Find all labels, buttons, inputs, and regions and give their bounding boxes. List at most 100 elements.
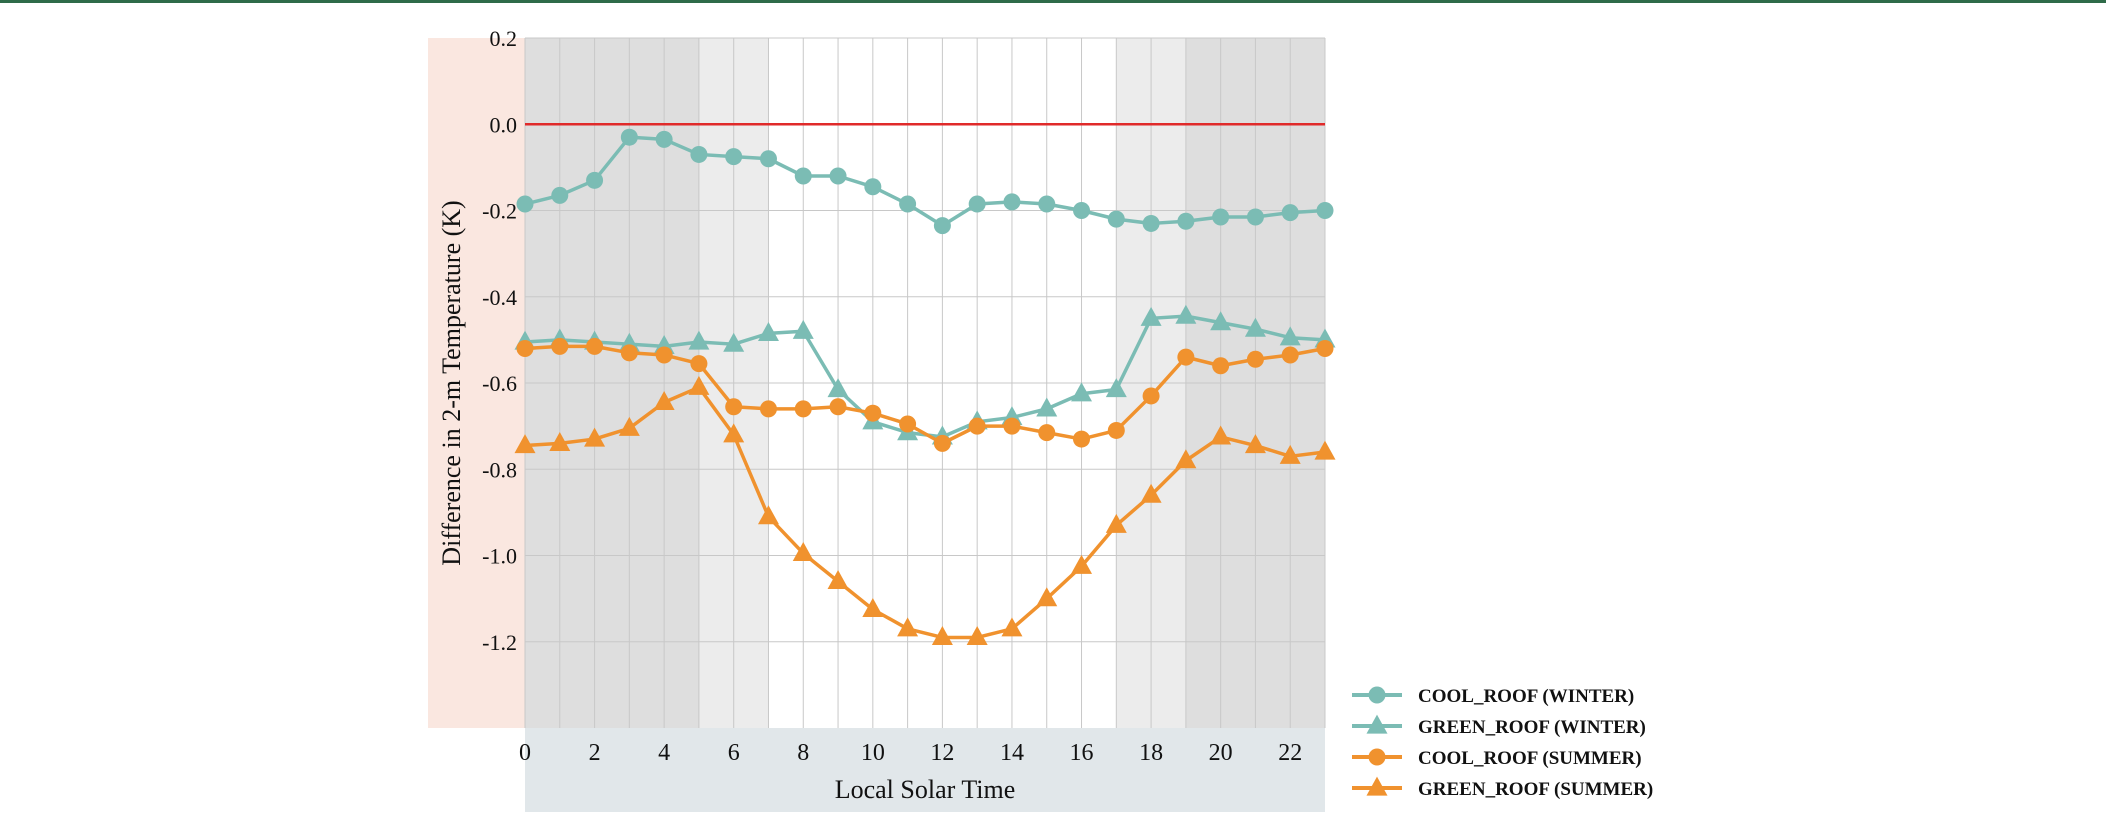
legend-swatch-marker: [1366, 714, 1388, 734]
data-point-series-3: [1036, 587, 1058, 607]
data-point-series-0: [1142, 214, 1160, 232]
data-point-series-0: [586, 171, 604, 189]
x-tick-label: 20: [1209, 740, 1233, 766]
data-point-series-2: [1246, 350, 1264, 368]
data-point-series-2: [1212, 357, 1230, 375]
data-point-series-3: [514, 434, 536, 454]
y-tick-label: -1.2: [482, 630, 517, 655]
data-point-series-0: [933, 217, 951, 235]
data-point-series-2: [586, 337, 604, 355]
data-point-series-1: [1036, 397, 1058, 417]
data-point-series-0: [690, 145, 708, 163]
x-tick-label: 4: [658, 740, 670, 766]
data-point-series-2: [1107, 421, 1125, 439]
data-point-series-0: [1073, 202, 1091, 219]
x-tick-label: 2: [589, 740, 601, 766]
x-tick-label: 6: [728, 740, 740, 766]
data-point-series-3: [757, 505, 779, 525]
data-point-series-3: [688, 375, 710, 395]
data-point-series-2: [620, 344, 638, 362]
data-point-series-3: [584, 427, 606, 447]
data-point-series-3: [966, 626, 988, 646]
y-tick-label: -0.4: [482, 285, 517, 310]
data-point-series-3: [549, 431, 571, 451]
legend-label: GREEN_ROOF (SUMMER): [1418, 779, 1653, 800]
data-point-series-0: [759, 150, 777, 168]
data-point-series-3: [931, 626, 953, 646]
data-point-series-3: [653, 391, 675, 411]
data-point-series-2: [1177, 348, 1195, 366]
data-point-series-3: [1244, 434, 1266, 454]
data-point-series-3: [1279, 444, 1301, 464]
x-axis-panel: [525, 728, 1325, 812]
data-point-series-3: [827, 569, 849, 589]
legend-swatch-marker: [1368, 748, 1386, 766]
x-tick-label: 18: [1139, 740, 1163, 766]
y-tick-label: 0.2: [490, 26, 518, 51]
legend-label: COOL_ROOF (WINTER): [1418, 686, 1634, 707]
data-point-series-3: [1175, 449, 1197, 469]
y-tick-label: -0.6: [482, 371, 517, 396]
data-point-series-3: [1140, 483, 1162, 503]
data-point-series-3: [1314, 440, 1336, 460]
data-point-series-2: [1316, 340, 1334, 357]
data-point-series-2: [516, 340, 534, 357]
y-axis-title: Difference in 2-m Temperature (K): [437, 200, 466, 565]
data-point-series-0: [968, 195, 986, 213]
legend-label: GREEN_ROOF (WINTER): [1418, 717, 1646, 738]
x-tick-label: 12: [930, 740, 954, 766]
x-tick-label: 14: [1000, 740, 1024, 766]
data-point-series-1: [723, 332, 745, 352]
data-point-series-1: [1244, 317, 1266, 337]
y-axis-panel: [428, 38, 525, 728]
data-point-series-1: [1279, 326, 1301, 346]
data-point-series-2: [1142, 387, 1160, 405]
data-point-series-2: [864, 404, 882, 422]
data-point-series-3: [1210, 425, 1232, 445]
data-point-series-2: [655, 346, 673, 364]
data-point-series-2: [1073, 430, 1091, 448]
data-point-series-1: [1071, 382, 1093, 402]
data-point-series-0: [551, 186, 569, 204]
data-point-series-1: [688, 330, 710, 350]
data-point-series-0: [655, 130, 673, 148]
data-point-series-3: [862, 598, 884, 618]
data-point-series-3: [723, 423, 745, 443]
data-point-series-0: [1177, 212, 1195, 230]
data-point-series-0: [1003, 193, 1021, 211]
y-tick-label: -0.2: [482, 199, 517, 224]
data-point-series-0: [1281, 204, 1299, 222]
data-point-series-1: [792, 319, 814, 339]
data-point-series-2: [829, 398, 847, 416]
data-point-series-0: [620, 128, 638, 146]
y-tick-label: -1.0: [482, 544, 517, 569]
data-point-series-0: [899, 195, 917, 213]
data-point-series-3: [792, 541, 814, 561]
data-point-series-3: [618, 416, 640, 436]
data-point-series-0: [1316, 202, 1334, 219]
x-tick-label: 8: [797, 740, 809, 766]
x-tick-label: 22: [1278, 740, 1302, 766]
data-point-series-2: [1003, 417, 1021, 435]
data-point-series-1: [1210, 311, 1232, 331]
data-point-series-1: [1175, 304, 1197, 324]
data-point-series-0: [1212, 208, 1230, 226]
data-point-series-2: [725, 398, 743, 416]
data-point-series-2: [933, 434, 951, 452]
data-point-series-2: [759, 400, 777, 418]
data-point-series-2: [1038, 424, 1056, 442]
data-point-series-0: [829, 167, 847, 185]
data-point-series-1: [1140, 306, 1162, 326]
data-point-series-0: [1107, 210, 1125, 228]
x-axis-title: Local Solar Time: [835, 775, 1016, 804]
data-point-series-1: [1105, 378, 1127, 398]
data-point-series-2: [1281, 346, 1299, 364]
data-point-series-0: [1038, 195, 1056, 213]
data-point-series-3: [1071, 554, 1093, 574]
data-point-series-0: [794, 167, 812, 185]
data-point-series-0: [516, 195, 534, 213]
x-tick-label: 0: [519, 740, 531, 766]
data-point-series-2: [968, 417, 986, 435]
x-tick-label: 16: [1070, 740, 1094, 766]
